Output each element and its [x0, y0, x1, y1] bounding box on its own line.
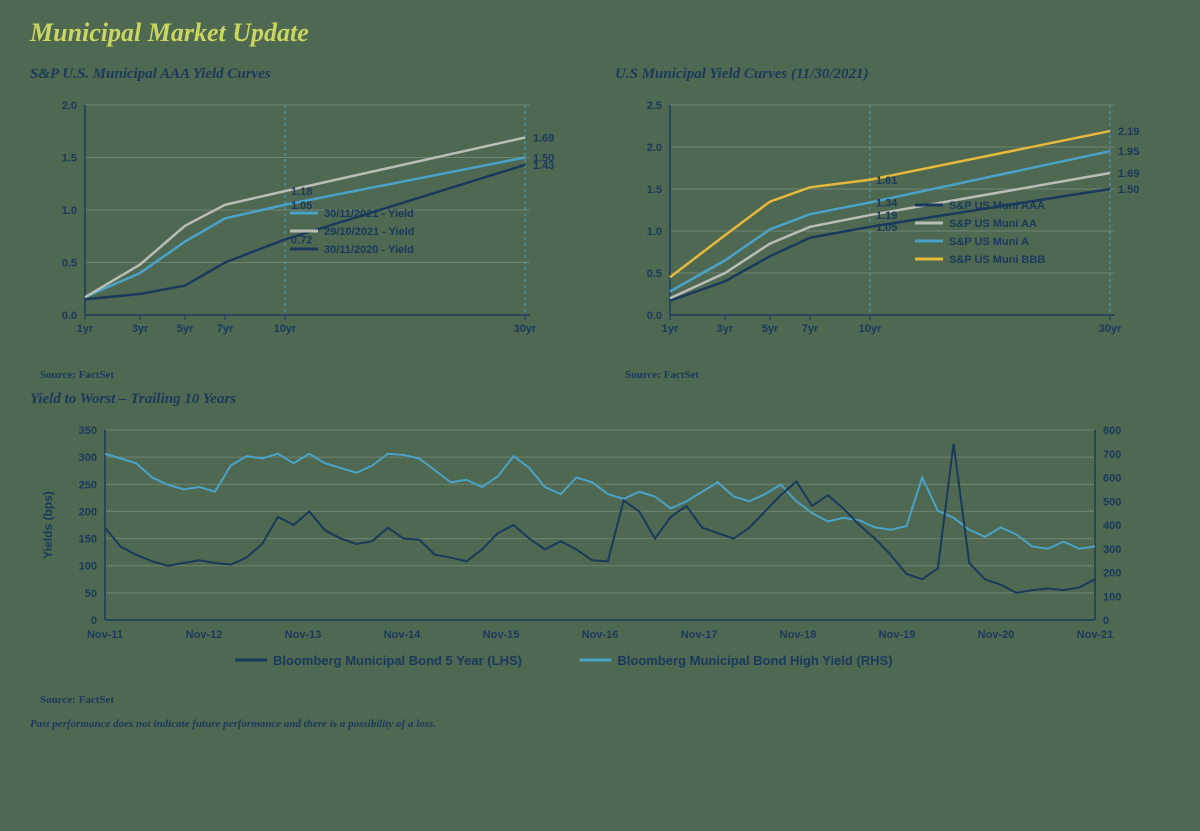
svg-text:10yr: 10yr: [859, 323, 882, 335]
svg-text:100: 100: [1103, 591, 1121, 603]
svg-text:S&P US Muni A: S&P US Muni A: [949, 236, 1029, 248]
svg-text:S&P US Muni BBB: S&P US Muni BBB: [949, 254, 1045, 266]
top-charts-row: S&P U.S. Municipal AAA Yield Curves 0.00…: [30, 66, 1170, 381]
svg-text:0: 0: [1103, 615, 1109, 627]
svg-text:250: 250: [79, 479, 97, 491]
svg-text:1.43: 1.43: [533, 160, 554, 172]
chart1-svg: 0.0 0.5 1.0 1.5 2.0 1yr 3yr 5yr 7yr 10yr 30yr 1.18 1…: [30, 95, 585, 365]
svg-text:1.05: 1.05: [291, 200, 312, 212]
svg-text:Nov-11: Nov-11: [87, 629, 123, 641]
svg-text:500: 500: [1103, 496, 1121, 508]
svg-text:Yields (bps): Yields (bps): [41, 491, 55, 559]
svg-text:1.61: 1.61: [876, 175, 897, 187]
svg-text:10yr: 10yr: [274, 323, 297, 335]
svg-text:0.72: 0.72: [291, 234, 312, 246]
svg-text:Nov-16: Nov-16: [582, 629, 619, 641]
svg-text:1.95: 1.95: [1118, 146, 1139, 158]
svg-text:50: 50: [85, 588, 97, 600]
svg-text:Nov-17: Nov-17: [681, 629, 718, 641]
svg-text:700: 700: [1103, 449, 1121, 461]
svg-text:3yr: 3yr: [132, 323, 149, 335]
svg-text:300: 300: [1103, 544, 1121, 556]
svg-text:Bloomberg Municipal Bond 5 Yea: Bloomberg Municipal Bond 5 Year (LHS): [273, 653, 522, 668]
svg-text:S&P US Muni AA: S&P US Muni AA: [949, 218, 1037, 230]
svg-text:100: 100: [79, 561, 97, 573]
svg-text:30/11/2021 - Yield: 30/11/2021 - Yield: [324, 208, 414, 220]
svg-text:1.0: 1.0: [647, 226, 662, 238]
svg-text:1.50: 1.50: [1118, 184, 1139, 196]
svg-text:1.5: 1.5: [647, 184, 662, 196]
chart2-block: U.S Municipal Yield Curves (11/30/2021) …: [615, 66, 1170, 381]
svg-text:300: 300: [79, 452, 97, 464]
svg-text:1.34: 1.34: [876, 197, 898, 209]
svg-text:29/10/2021 - Yield: 29/10/2021 - Yield: [324, 226, 415, 238]
svg-text:3yr: 3yr: [717, 323, 734, 335]
svg-text:0.0: 0.0: [62, 310, 77, 322]
disclaimer-text: Past performance does not indicate futur…: [30, 718, 1170, 730]
chart2-title: U.S Municipal Yield Curves (11/30/2021): [615, 66, 1170, 83]
chart3-source: Source: FactSet: [40, 694, 1170, 706]
svg-text:Nov-13: Nov-13: [285, 629, 322, 641]
svg-text:0: 0: [91, 615, 97, 627]
svg-text:150: 150: [79, 534, 97, 546]
chart1-source: Source: FactSet: [40, 369, 585, 381]
svg-text:1.05: 1.05: [876, 222, 897, 234]
chart1-title: S&P U.S. Municipal AAA Yield Curves: [30, 66, 585, 83]
svg-text:2.5: 2.5: [647, 100, 662, 112]
chart3-title: Yield to Worst – Trailing 10 Years: [30, 391, 1170, 408]
svg-text:1.19: 1.19: [876, 210, 897, 222]
svg-text:Nov-19: Nov-19: [879, 629, 916, 641]
svg-text:1.5: 1.5: [62, 153, 77, 165]
svg-text:Bloomberg Municipal Bond High: Bloomberg Municipal Bond High Yield (RHS…: [617, 653, 892, 668]
svg-text:30yr: 30yr: [1099, 323, 1122, 335]
chart1-block: S&P U.S. Municipal AAA Yield Curves 0.00…: [30, 66, 585, 381]
svg-text:0.5: 0.5: [62, 258, 77, 270]
svg-text:2.0: 2.0: [647, 142, 662, 154]
svg-text:Nov-21: Nov-21: [1077, 629, 1114, 641]
svg-text:30yr: 30yr: [514, 323, 537, 335]
svg-text:Nov-20: Nov-20: [978, 629, 1015, 641]
svg-text:7yr: 7yr: [802, 323, 819, 335]
svg-text:Nov-15: Nov-15: [483, 629, 520, 641]
svg-text:1yr: 1yr: [662, 323, 679, 335]
svg-text:0.0: 0.0: [647, 310, 662, 322]
svg-text:200: 200: [1103, 568, 1121, 580]
svg-text:5yr: 5yr: [762, 323, 779, 335]
svg-text:Nov-18: Nov-18: [780, 629, 817, 641]
svg-text:5yr: 5yr: [177, 323, 194, 335]
svg-text:1.0: 1.0: [62, 205, 77, 217]
svg-text:2.19: 2.19: [1118, 126, 1139, 138]
chart2-svg: 0.0 0.5 1.0 1.5 2.0 2.5 1yr 3yr 5yr 7yr 10yr 30yr 1.…: [615, 95, 1170, 365]
svg-text:800: 800: [1103, 425, 1121, 437]
svg-text:600: 600: [1103, 473, 1121, 485]
svg-text:S&P US Muni AAA: S&P US Muni AAA: [949, 200, 1045, 212]
page-title: Municipal Market Update: [30, 18, 1170, 48]
svg-text:2.0: 2.0: [62, 100, 77, 112]
svg-text:400: 400: [1103, 520, 1121, 532]
chart3-svg: 0 50 100 150 200 250 300 350 0 100 200 300 400 500 600…: [30, 420, 1150, 690]
svg-text:1yr: 1yr: [77, 323, 94, 335]
chart2-source: Source: FactSet: [625, 369, 1170, 381]
svg-text:350: 350: [79, 425, 97, 437]
svg-text:Nov-12: Nov-12: [186, 629, 223, 641]
svg-text:1.69: 1.69: [1118, 168, 1139, 180]
chart3-block: Yield to Worst – Trailing 10 Years 0 50 10…: [30, 391, 1170, 706]
svg-text:200: 200: [79, 506, 97, 518]
svg-text:7yr: 7yr: [217, 323, 234, 335]
svg-text:0.5: 0.5: [647, 268, 662, 280]
svg-text:1.18: 1.18: [291, 186, 312, 198]
svg-text:1.69: 1.69: [533, 133, 554, 145]
svg-text:Nov-14: Nov-14: [384, 629, 422, 641]
svg-text:30/11/2020 - Yield: 30/11/2020 - Yield: [324, 244, 414, 256]
